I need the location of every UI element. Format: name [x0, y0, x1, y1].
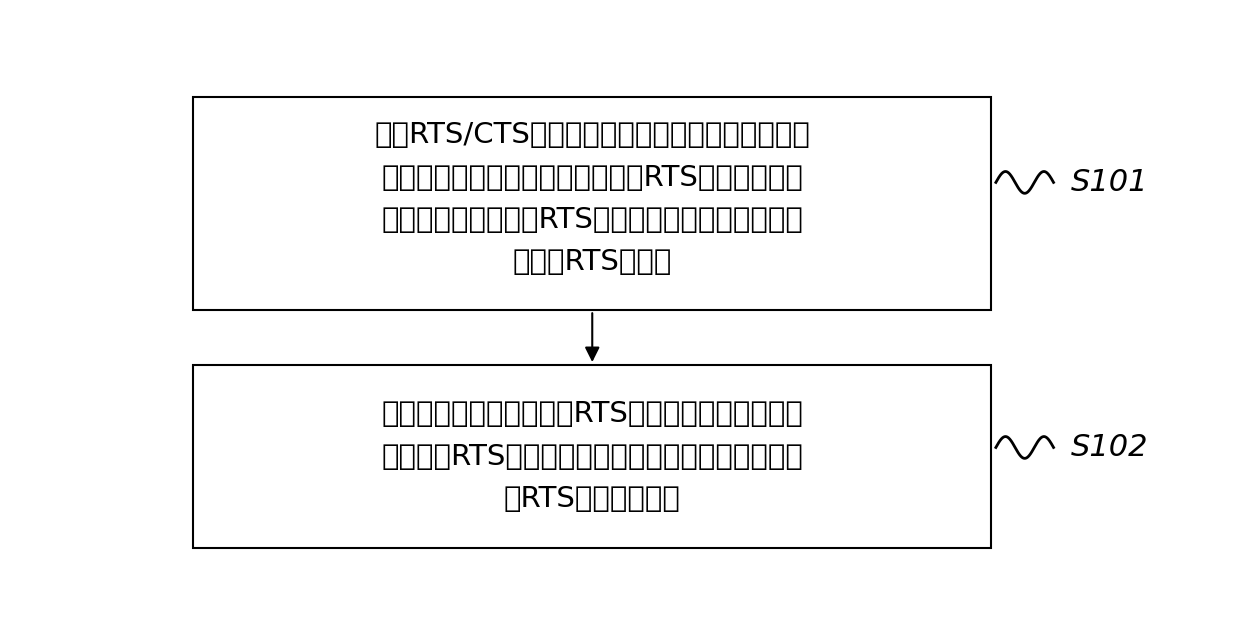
Bar: [193, 365, 991, 549]
Bar: [193, 97, 991, 310]
Text: 在将RTS/CTS机制的状态设置为启动之后以及在发
送与当前待发送数据对应的第一个RTS帧之前，根据
前一时间周期对应的RTS误包率，确定当前时间周期
对应的R: 在将RTS/CTS机制的状态设置为启动之后以及在发 送与当前待发送数据对应的第一…: [374, 121, 810, 276]
Text: S102: S102: [1071, 433, 1148, 462]
Text: S101: S101: [1071, 168, 1148, 197]
Text: 根据当前时间周期对应的RTS误包率以及前一时间周
期对应的RTS帧的首发速率，确定当前时间周期对应
的RTS帧的首发速率: 根据当前时间周期对应的RTS误包率以及前一时间周 期对应的RTS帧的首发速率，确…: [382, 401, 804, 513]
